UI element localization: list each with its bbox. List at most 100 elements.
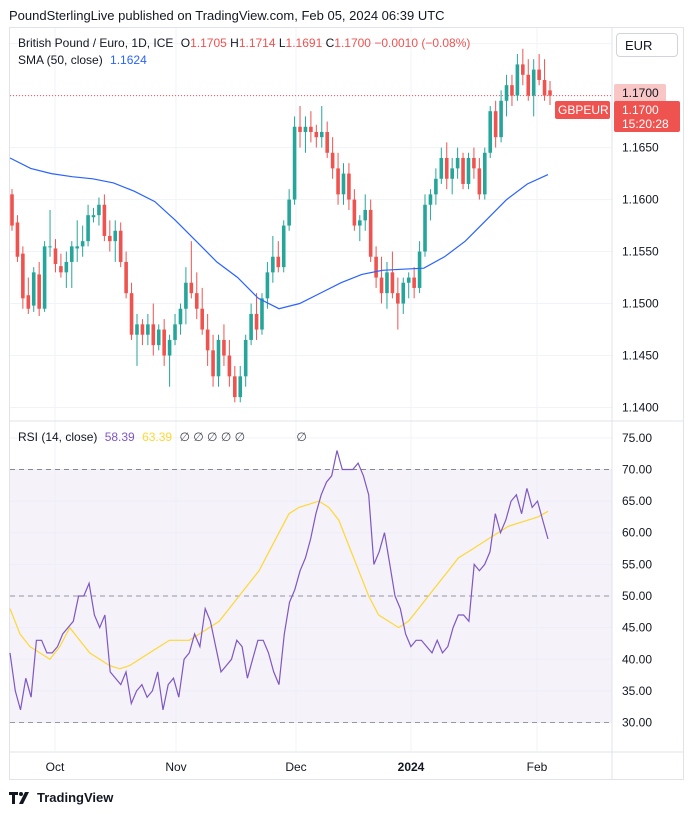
candle-body xyxy=(238,376,243,398)
candle-body xyxy=(26,295,31,309)
candle-body xyxy=(48,246,52,248)
candle-body xyxy=(222,339,226,356)
candle-body xyxy=(309,126,313,132)
candle-body xyxy=(151,324,156,346)
candle-body xyxy=(352,199,357,226)
rsi-tick-label: 55.00 xyxy=(622,557,652,571)
symbol-name: British Pound / Euro, 1D, ICE xyxy=(18,36,174,50)
candle-body xyxy=(146,324,150,335)
change-value: −0.0010 (−0.08%) xyxy=(374,36,471,50)
last-price-tag-text: 1.1700 xyxy=(622,86,659,100)
candle-body xyxy=(276,256,281,268)
candle-body xyxy=(319,131,324,138)
candle-body xyxy=(542,79,547,96)
candle-body xyxy=(450,168,454,179)
candle-body xyxy=(37,274,41,309)
candle-body xyxy=(292,126,297,200)
candle-body xyxy=(216,339,221,377)
candle-body xyxy=(461,157,465,184)
candle-body xyxy=(178,308,183,325)
candle-body xyxy=(444,157,449,179)
price-tick-label: 1.1600 xyxy=(622,193,659,207)
price-tick-label: 1.1650 xyxy=(622,141,659,155)
candle-body xyxy=(162,329,166,356)
close-value: 1.1700 xyxy=(334,36,371,50)
time-tick-label: Dec xyxy=(285,760,306,774)
candle-body xyxy=(412,277,416,288)
price-tag-text: 1.1700 xyxy=(622,103,659,117)
tradingview-logo[interactable]: TradingView xyxy=(9,790,113,805)
rsi-tick-label: 30.00 xyxy=(622,716,652,730)
sma-legend: SMA (50, close) 1.1624 xyxy=(18,53,151,67)
candle-body xyxy=(423,204,427,252)
candle-body xyxy=(64,261,69,273)
time-tick-label: Oct xyxy=(46,760,65,774)
open-label: O xyxy=(180,36,191,50)
price-legend: British Pound / Euro, 1D, ICE O1.1705 H1… xyxy=(18,36,474,50)
candle-body xyxy=(194,293,199,309)
symbol-tag-text: GBPEUR xyxy=(558,103,609,117)
rsi-line xyxy=(9,450,549,711)
candle-body xyxy=(330,152,335,169)
candle-body xyxy=(227,355,232,377)
candle-body xyxy=(390,272,395,294)
candle-body xyxy=(31,272,36,306)
rsi-ma-value: 63.39 xyxy=(142,430,173,444)
candle-body xyxy=(417,251,422,288)
high-value: 1.1714 xyxy=(238,36,276,50)
candle-body xyxy=(537,69,541,80)
candle-body xyxy=(499,100,503,138)
candle-body xyxy=(249,313,253,340)
rsi-label: RSI (14, close) xyxy=(18,430,98,444)
candle-body xyxy=(102,204,107,236)
candle-body xyxy=(325,131,329,153)
open-value: 1.1705 xyxy=(190,36,227,50)
tradingview-logo-text: TradingView xyxy=(37,790,114,805)
rsi-ma-line xyxy=(9,500,549,670)
candle-body xyxy=(521,64,525,75)
candle-body xyxy=(205,329,210,351)
candle-body xyxy=(493,111,498,138)
candle-body xyxy=(53,248,58,265)
rsi-legend: RSI (14, close) 58.39 63.39 ∅ ∅ ∅ ∅ ∅ ∅ xyxy=(18,430,311,444)
low-value: 1.1691 xyxy=(285,36,323,50)
price-tick-label: 1.1500 xyxy=(622,297,659,311)
candle-body xyxy=(347,173,351,200)
chart-frame[interactable] xyxy=(9,27,684,780)
candle-body xyxy=(271,256,275,273)
candle-body xyxy=(200,308,205,330)
candle-body xyxy=(189,282,194,294)
candle-body xyxy=(482,152,487,195)
candle-body xyxy=(156,329,161,346)
candle-body xyxy=(504,85,509,101)
currency-button[interactable]: EUR xyxy=(616,33,678,57)
candle-body xyxy=(374,256,378,278)
time-tick-label: Nov xyxy=(165,760,186,774)
candle-body xyxy=(254,313,259,330)
high-label: H xyxy=(230,36,239,50)
price-tick-label: 1.1400 xyxy=(622,401,659,415)
candle-body xyxy=(233,376,237,398)
candle-body xyxy=(368,209,373,257)
candle-body xyxy=(401,282,406,304)
candle-body xyxy=(140,324,145,335)
rsi-band-lines xyxy=(10,469,612,723)
candle-body xyxy=(526,74,531,96)
rsi-tick-label: 40.00 xyxy=(622,652,652,666)
candle-body xyxy=(396,293,400,304)
time-tick-label: 2024 xyxy=(398,760,425,774)
candle-body xyxy=(86,215,90,242)
candle-body xyxy=(118,230,123,262)
candle-body xyxy=(314,131,319,138)
candle-body xyxy=(184,282,188,309)
rsi-tick-label: 75.00 xyxy=(622,431,652,445)
low-label: L xyxy=(278,36,286,50)
candle-body xyxy=(129,293,134,335)
candle-body xyxy=(97,204,101,216)
rsi-tick-label: 45.00 xyxy=(622,621,652,635)
candle-body xyxy=(357,220,362,226)
candle-body xyxy=(281,225,286,268)
candle-body xyxy=(477,168,482,195)
candle-body xyxy=(42,246,47,309)
